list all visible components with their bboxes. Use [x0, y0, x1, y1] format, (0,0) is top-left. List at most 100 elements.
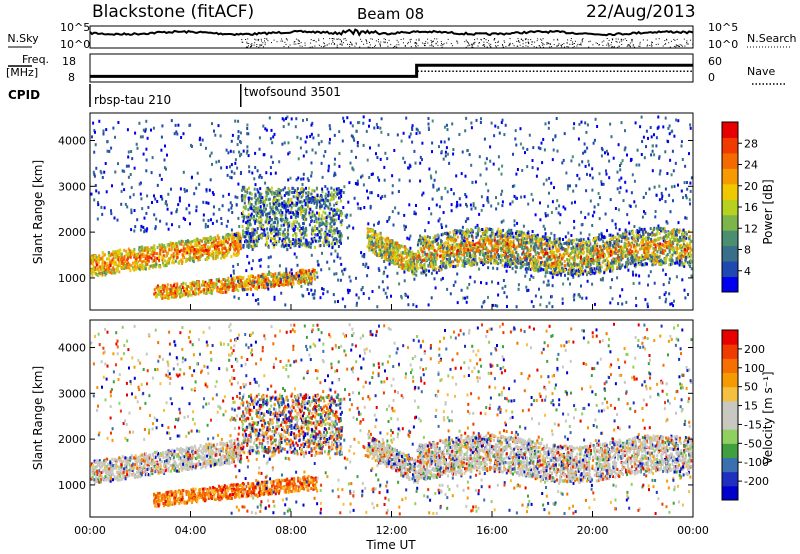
range-cell [562, 205, 565, 209]
range-cell [120, 262, 123, 265]
range-cell [207, 253, 210, 257]
range-cell [173, 132, 176, 136]
noise-search-dot [582, 38, 584, 40]
range-cell [690, 274, 693, 278]
range-cell [186, 258, 189, 261]
range-cell [280, 273, 283, 277]
range-cell [114, 135, 116, 139]
range-cell [287, 225, 290, 229]
range-cell [271, 281, 274, 285]
range-cell [553, 186, 555, 190]
range-cell [557, 211, 560, 215]
range-cell [130, 211, 133, 215]
range-cell [658, 198, 661, 202]
range-cell [235, 276, 238, 280]
range-cell [205, 248, 208, 252]
noise-search-dot [493, 39, 495, 41]
noise-search-dot [588, 46, 590, 48]
range-cell [185, 288, 188, 291]
range-cell [256, 208, 259, 211]
noise-search-dot [553, 44, 555, 46]
range-cell [329, 127, 332, 131]
range-cell [585, 296, 588, 300]
range-cell [342, 116, 345, 120]
range-cell [223, 277, 226, 281]
range-cell [219, 134, 222, 138]
range-cell [415, 132, 418, 135]
range-cell [514, 196, 517, 200]
range-cell [225, 240, 228, 243]
range-cell [283, 277, 286, 281]
range-cell [392, 223, 395, 227]
noise-search-dot [646, 39, 648, 41]
range-cell [629, 159, 632, 162]
noise-search-dot [488, 43, 490, 45]
range-cell [463, 239, 466, 243]
range-cell [563, 132, 566, 136]
range-cell [265, 275, 268, 279]
range-cell [95, 166, 98, 170]
range-cell [99, 271, 102, 275]
range-cell [311, 148, 314, 152]
noise-search-dot [250, 44, 252, 46]
range-cell [119, 264, 121, 268]
range-cell [259, 281, 262, 285]
range-cell [310, 123, 313, 127]
range-cell [521, 252, 524, 256]
range-cell [235, 284, 238, 288]
range-cell [162, 263, 165, 267]
range-cell [288, 275, 291, 279]
range-cell [536, 167, 539, 171]
range-cell [300, 191, 303, 194]
range-cell [171, 259, 174, 263]
range-cell [279, 232, 282, 236]
range-cell [516, 257, 519, 260]
range-cell [140, 197, 143, 201]
noise-search-dot [495, 45, 496, 47]
range-cell [437, 236, 440, 240]
noise-search-dot [666, 39, 668, 41]
range-cell [300, 273, 302, 277]
range-cell [238, 225, 241, 228]
noise-search-dot [631, 41, 633, 43]
range-cell [254, 220, 257, 224]
range-cell [127, 150, 130, 154]
range-cell [270, 155, 273, 159]
noise-search-dot [484, 46, 486, 47]
range-cell [689, 126, 692, 130]
range-cell [438, 217, 441, 221]
range-cell [572, 126, 575, 130]
range-cell [624, 129, 626, 133]
range-cell [514, 129, 517, 133]
noise-search-dot [465, 39, 467, 41]
range-cell [328, 215, 331, 219]
range-cell [328, 244, 331, 248]
range-cell [249, 235, 252, 239]
range-cell [421, 193, 424, 197]
range-cell [277, 204, 280, 208]
range-cell [402, 259, 405, 263]
range-cell [281, 242, 284, 246]
range-cell [118, 262, 121, 266]
range-cell [339, 278, 342, 282]
noise-search-dot [646, 45, 648, 47]
range-cell [284, 241, 287, 245]
range-cell [214, 248, 217, 252]
noise-search-dot [340, 40, 342, 42]
range-cell [163, 259, 166, 263]
range-cell [377, 245, 380, 249]
range-cell [320, 268, 323, 272]
range-cell [171, 290, 174, 293]
range-cell [497, 293, 500, 297]
range-cell [480, 195, 483, 199]
noise-search-dot [572, 41, 573, 43]
range-cell [250, 287, 253, 291]
noise-search-dot [497, 42, 499, 43]
range-cell [306, 202, 309, 206]
noise-search-dot [675, 44, 677, 46]
range-cell [348, 224, 351, 228]
range-cell [648, 187, 651, 191]
noise-search-dot [414, 42, 416, 44]
range-cell [182, 216, 185, 220]
range-cell [101, 255, 104, 259]
